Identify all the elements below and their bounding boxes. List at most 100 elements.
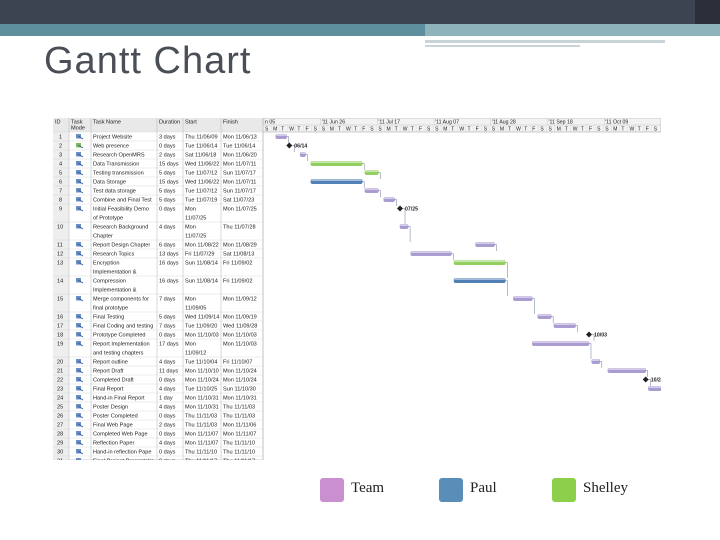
auto-task-icon — [76, 341, 84, 347]
auto-task-icon — [76, 449, 84, 455]
task-id: 28 — [57, 431, 63, 437]
auto-task-icon — [76, 170, 84, 176]
task-id: 21 — [57, 368, 63, 374]
task-start: Thu 11/11/17 — [185, 458, 217, 460]
task-name: final prototype — [93, 305, 128, 311]
auto-task-icon — [76, 251, 84, 257]
milestone-label: 10/03 — [594, 333, 607, 339]
task-duration: 7 days — [159, 323, 176, 329]
task-name: of Prototype — [93, 215, 123, 221]
header-start: Start — [185, 120, 197, 126]
task-start: Wed 11/09/14 — [185, 314, 219, 320]
task-bar — [410, 251, 452, 256]
task-bar — [553, 323, 576, 328]
dependency-link — [575, 325, 578, 332]
timeline-day-label: F — [589, 126, 592, 132]
task-start: Tue 11/10/25 — [185, 386, 217, 392]
task-duration: 1 day — [159, 395, 173, 401]
dependency-link — [532, 298, 535, 314]
timeline-day-label: T — [411, 126, 414, 132]
task-name: Initial Feasibility Demo — [93, 206, 149, 212]
accent-band-light — [425, 24, 720, 36]
task-start: 11/07/25 — [185, 233, 206, 239]
task-duration: 4 days — [159, 224, 176, 230]
auto-task-icon — [76, 332, 84, 338]
timeline-day-label: F — [646, 126, 649, 132]
task-duration: 0 days — [159, 332, 176, 338]
dependency-link — [451, 253, 454, 260]
task-bar — [453, 260, 506, 265]
auto-task-icon — [76, 242, 84, 248]
task-id: 12 — [57, 251, 63, 257]
id-column-bg — [53, 132, 69, 460]
task-id: 13 — [57, 260, 63, 266]
task-finish: Mon 11/10/31 — [223, 395, 257, 401]
task-start: Mon 11/10/10 — [185, 368, 219, 374]
timeline-day-label: W — [289, 126, 294, 132]
timeline-day-label: W — [346, 126, 351, 132]
task-id: 7 — [59, 188, 62, 194]
task-finish: Wed 11/09/28 — [223, 323, 257, 329]
task-finish: Mon 11/08/29 — [223, 242, 257, 248]
legend-swatch — [320, 478, 344, 502]
task-finish: Thu 11/11/10 — [223, 440, 255, 446]
task-id: 4 — [59, 161, 62, 167]
header-task-mode-2: Mode — [71, 126, 85, 132]
task-name: Final Report — [93, 386, 124, 392]
task-start: Mon 11/08/22 — [185, 242, 219, 248]
dependency-link — [589, 343, 592, 359]
task-name: Final Coding and testing — [93, 323, 153, 329]
task-duration: 16 days — [159, 260, 179, 266]
task-duration: 3 days — [159, 134, 176, 140]
timeline-day-label: M — [387, 126, 391, 132]
timeline-day-label: S — [654, 126, 658, 132]
task-start: Sat 11/06/18 — [185, 152, 216, 158]
task-duration: 7 days — [159, 296, 176, 302]
task-id: 18 — [57, 332, 63, 338]
task-finish: Thu 11/11/17 — [223, 458, 255, 460]
milestone-diamond — [397, 205, 403, 212]
table-header-bg — [53, 118, 263, 132]
task-id: 30 — [57, 449, 63, 455]
task-start: Mon 11/10/31 — [185, 404, 219, 410]
task-name: Merge components for — [93, 296, 149, 302]
task-start: Mon — [185, 224, 196, 230]
task-finish: Fri 11/10/07 — [223, 359, 252, 365]
legend-label: Paul — [470, 480, 497, 496]
task-id: 16 — [57, 314, 63, 320]
auto-task-icon — [76, 431, 84, 437]
auto-task-icon — [76, 161, 84, 167]
task-start: Mon 11/10/24 — [185, 377, 219, 383]
task-name: Chapter — [93, 233, 113, 239]
timeline-day-label: M — [330, 126, 334, 132]
timeline-day-label: T — [621, 126, 624, 132]
task-start: Mon — [185, 341, 196, 347]
task-name: Implementation & — [93, 269, 137, 275]
task-name: Completed Draft — [93, 377, 134, 383]
legend-label: Team — [351, 480, 385, 496]
task-id: 15 — [57, 296, 63, 302]
task-finish: Sat 11/07/23 — [223, 197, 254, 203]
task-start: Mon — [185, 206, 196, 212]
task-duration: 4 days — [159, 404, 176, 410]
task-duration: 5 days — [159, 188, 176, 194]
timeline-day-label: W — [459, 126, 464, 132]
task-start: Mon 11/10/31 — [185, 395, 219, 401]
task-id: 3 — [59, 152, 62, 158]
task-start: Mon 11/10/03 — [185, 332, 219, 338]
timeline-day-label: S — [322, 126, 326, 132]
task-start: Thu 11/11/03 — [185, 413, 217, 419]
milestone-diamond — [286, 142, 293, 149]
timeline-day-label: M — [443, 126, 447, 132]
legend-swatch — [552, 478, 576, 502]
task-id: 27 — [57, 422, 63, 428]
auto-task-icon — [76, 404, 84, 410]
task-id: 20 — [57, 359, 63, 365]
timeline-day-label: S — [540, 126, 544, 132]
timeline-day-label: W — [403, 126, 408, 132]
task-duration: 4 days — [159, 359, 176, 365]
top-banner — [0, 0, 720, 24]
task-name: Poster Design — [93, 404, 128, 410]
task-id: 1 — [59, 134, 62, 140]
